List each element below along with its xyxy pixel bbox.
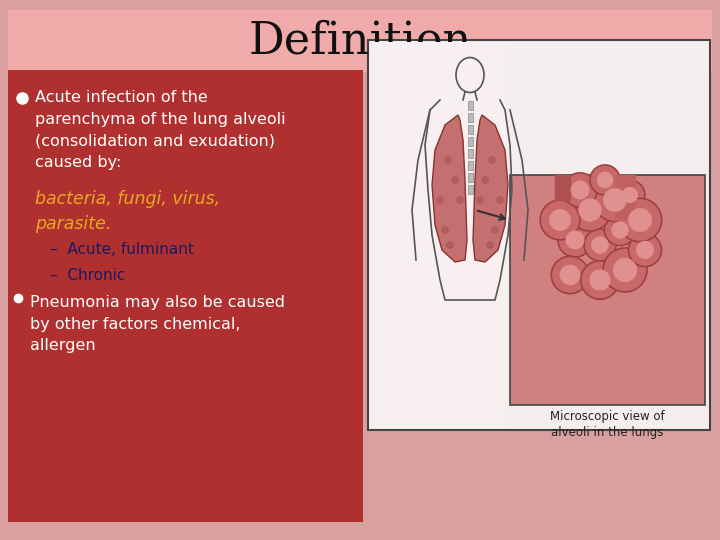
Circle shape xyxy=(610,254,641,286)
Circle shape xyxy=(611,176,649,214)
FancyBboxPatch shape xyxy=(468,149,473,158)
Circle shape xyxy=(589,269,611,291)
Circle shape xyxy=(619,184,641,206)
Circle shape xyxy=(635,240,655,260)
Text: Definition: Definition xyxy=(248,19,472,63)
Circle shape xyxy=(441,226,449,234)
Circle shape xyxy=(551,211,570,229)
FancyBboxPatch shape xyxy=(8,70,363,522)
Circle shape xyxy=(621,201,658,238)
Circle shape xyxy=(456,196,464,204)
FancyBboxPatch shape xyxy=(8,10,712,72)
Circle shape xyxy=(580,260,621,300)
FancyBboxPatch shape xyxy=(468,137,473,146)
Circle shape xyxy=(559,170,600,211)
FancyBboxPatch shape xyxy=(468,161,473,170)
Circle shape xyxy=(603,188,627,212)
FancyBboxPatch shape xyxy=(468,185,473,194)
Text: Microscopic view of
alveoli in the lungs: Microscopic view of alveoli in the lungs xyxy=(550,410,665,439)
Circle shape xyxy=(569,179,591,201)
Text: Pneumonia may also be caused
by other factors chemical,
allergen: Pneumonia may also be caused by other fa… xyxy=(30,295,285,353)
FancyBboxPatch shape xyxy=(510,175,705,405)
Text: –  Acute, fulminant: – Acute, fulminant xyxy=(50,242,194,257)
Circle shape xyxy=(486,241,494,249)
Circle shape xyxy=(585,230,616,261)
Circle shape xyxy=(554,219,595,261)
Circle shape xyxy=(595,171,615,190)
Circle shape xyxy=(616,261,634,279)
FancyBboxPatch shape xyxy=(468,173,473,182)
Circle shape xyxy=(593,178,636,222)
Circle shape xyxy=(444,156,452,164)
Circle shape xyxy=(476,196,484,204)
FancyBboxPatch shape xyxy=(468,113,473,122)
FancyBboxPatch shape xyxy=(368,40,710,430)
Circle shape xyxy=(491,226,499,234)
Circle shape xyxy=(446,241,454,249)
Circle shape xyxy=(630,210,650,230)
FancyBboxPatch shape xyxy=(468,101,473,110)
Circle shape xyxy=(580,200,600,220)
Circle shape xyxy=(604,214,636,246)
Circle shape xyxy=(451,176,459,184)
Text: Acute infection of the
parenchyma of the lung alveoli
(consolidation and exudati: Acute infection of the parenchyma of the… xyxy=(35,90,286,170)
Circle shape xyxy=(626,232,663,268)
Circle shape xyxy=(496,196,504,204)
Circle shape xyxy=(588,163,622,197)
Circle shape xyxy=(436,196,444,204)
Text: bacteria, fungi, virus,
parasite.: bacteria, fungi, virus, parasite. xyxy=(35,190,220,233)
Polygon shape xyxy=(473,115,508,262)
Circle shape xyxy=(481,176,489,184)
Circle shape xyxy=(488,156,496,164)
Circle shape xyxy=(553,258,587,292)
Circle shape xyxy=(561,266,579,284)
Circle shape xyxy=(572,192,608,228)
FancyBboxPatch shape xyxy=(468,125,473,134)
Circle shape xyxy=(611,221,629,239)
FancyBboxPatch shape xyxy=(370,42,505,428)
Polygon shape xyxy=(432,115,467,262)
Circle shape xyxy=(543,203,577,237)
Circle shape xyxy=(591,237,608,254)
Text: –  Chronic: – Chronic xyxy=(50,268,125,283)
Circle shape xyxy=(564,228,586,252)
